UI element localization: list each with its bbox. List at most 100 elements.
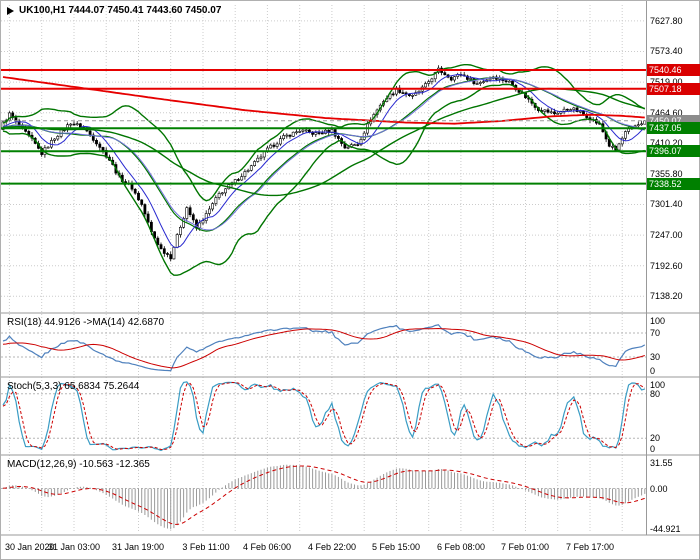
bull-candle <box>69 123 73 126</box>
fast-ma-line <box>2 73 646 249</box>
bull-candle <box>46 146 50 149</box>
bear-candle <box>101 147 105 151</box>
bull-candle <box>556 113 560 115</box>
bull-candle <box>201 220 205 224</box>
bull-candle <box>75 123 79 125</box>
bull-candle <box>179 227 182 235</box>
bull-candle <box>253 161 257 166</box>
bear-candle <box>143 204 147 215</box>
bear-candle <box>317 132 321 134</box>
bear-candle <box>336 136 340 139</box>
bull-candle <box>204 213 208 221</box>
bull-candle <box>359 139 363 146</box>
bear-candle <box>98 143 102 148</box>
long-ma-red-line <box>2 76 645 125</box>
bull-candle <box>295 131 298 134</box>
bull-candle <box>433 72 437 80</box>
bear-candle <box>137 192 140 201</box>
bear-candle <box>191 214 195 221</box>
bull-candle <box>53 138 57 141</box>
bull-candle <box>291 131 295 137</box>
bull-candle <box>243 171 247 177</box>
bear-candle <box>356 144 360 146</box>
bear-candle <box>391 93 395 96</box>
bollinger-lower-band <box>2 83 645 276</box>
chart-header: UK100,H1 7444.07 7450.41 7443.60 7450.07 <box>7 5 221 16</box>
bear-candle <box>188 207 192 215</box>
bull-candle <box>269 144 273 149</box>
bull-candle <box>414 92 418 96</box>
bull-candle <box>549 111 553 114</box>
bull-candle <box>208 208 211 214</box>
bull-candle <box>578 110 582 113</box>
bear-candle <box>166 253 169 255</box>
bull-candle <box>217 193 221 198</box>
macd-signal-line <box>2 465 645 525</box>
bollinger-middle-band <box>2 76 645 232</box>
bull-candle <box>285 134 289 137</box>
bull-candle <box>611 146 614 148</box>
bull-candle <box>424 83 427 88</box>
bull-candle <box>259 156 263 159</box>
bull-candle <box>275 143 279 147</box>
bear-candle <box>401 92 405 94</box>
bull-candle <box>8 112 11 121</box>
bear-candle <box>504 80 508 82</box>
bull-candle <box>482 81 485 83</box>
bear-candle <box>162 248 166 254</box>
bear-candle <box>146 213 150 223</box>
macd-indicator-label: MACD(12,26,9) -10.563 -12.365 <box>7 459 150 470</box>
bear-candle <box>72 123 76 126</box>
bull-candle <box>617 143 621 151</box>
bull-candle <box>469 78 473 80</box>
bear-candle <box>237 179 240 181</box>
bull-candle <box>623 131 627 139</box>
bear-candle <box>133 189 137 194</box>
bull-candle <box>298 131 302 133</box>
bull-candle <box>427 81 431 84</box>
bear-candle <box>553 111 556 115</box>
bull-candle <box>246 170 250 172</box>
bull-candle <box>233 179 237 184</box>
slow-ma-green-line <box>2 87 645 197</box>
bear-candle <box>288 134 292 137</box>
bear-candle <box>407 93 411 96</box>
bull-candle <box>256 157 260 162</box>
bear-candle <box>88 130 92 136</box>
bear-candle <box>320 132 324 135</box>
bull-candle <box>478 82 482 84</box>
bear-candle <box>91 134 95 141</box>
bull-candle <box>249 165 253 171</box>
bear-candle <box>575 107 579 113</box>
bull-candle <box>304 129 308 132</box>
bull-candle <box>175 234 179 248</box>
symbol-arrow-icon <box>7 6 14 15</box>
rsi-indicator-label: RSI(18) 44.9126 ->MA(14) 42.6870 <box>7 317 165 328</box>
bear-candle <box>95 140 98 145</box>
chart-header-text: UK100,H1 7444.07 7450.41 7443.60 7450.07 <box>19 5 222 16</box>
bull-candle <box>507 80 511 83</box>
bull-candle <box>172 247 176 260</box>
rsi-ma-line <box>2 327 645 369</box>
bull-candle <box>475 83 479 85</box>
bull-candle <box>214 197 218 204</box>
bear-candle <box>465 75 469 80</box>
bull-candle <box>56 136 60 140</box>
bear-candle <box>565 108 569 111</box>
bull-candle <box>301 129 305 132</box>
rsi-line <box>2 324 646 372</box>
bull-candle <box>430 78 434 83</box>
bear-candle <box>272 144 276 147</box>
bull-candle <box>636 124 640 127</box>
bear-candle <box>307 129 311 133</box>
stoch-k-line <box>2 381 645 452</box>
bull-candle <box>211 203 215 210</box>
bull-candle <box>240 176 244 181</box>
stoch-indicator-label: Stoch(5,3,3) 65.6834 75.2644 <box>7 381 140 392</box>
bear-candle <box>169 254 173 260</box>
bear-candle <box>140 199 144 205</box>
bull-candle <box>411 95 415 97</box>
bull-candle <box>182 218 186 228</box>
bull-candle <box>224 188 227 194</box>
